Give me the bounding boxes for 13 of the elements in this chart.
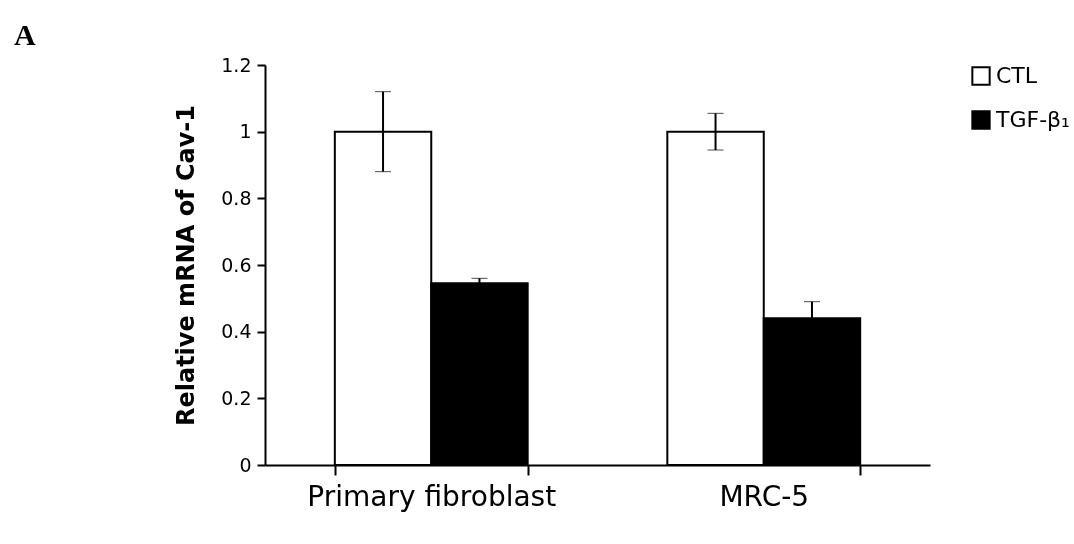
x-tick-label: Primary fibroblast [307, 479, 557, 513]
y-tick-label: 0.6 [221, 253, 252, 276]
y-tick-label: 1 [239, 120, 252, 143]
text: A [14, 18, 36, 51]
legend-label: CTL [996, 63, 1038, 88]
y-tick-label: 1.2 [221, 53, 252, 76]
y-tick-label: 0.4 [221, 320, 252, 343]
x-tick-label: MRC-5 [719, 479, 810, 513]
y-tick-label: 0.8 [221, 186, 252, 209]
legend-label: TGF-β₁ [995, 107, 1070, 132]
y-tick-label: 0 [239, 453, 252, 476]
y-tick-label: 0.2 [221, 386, 252, 409]
y-axis-title: Relative mRNA of Cav-1 [172, 104, 201, 427]
